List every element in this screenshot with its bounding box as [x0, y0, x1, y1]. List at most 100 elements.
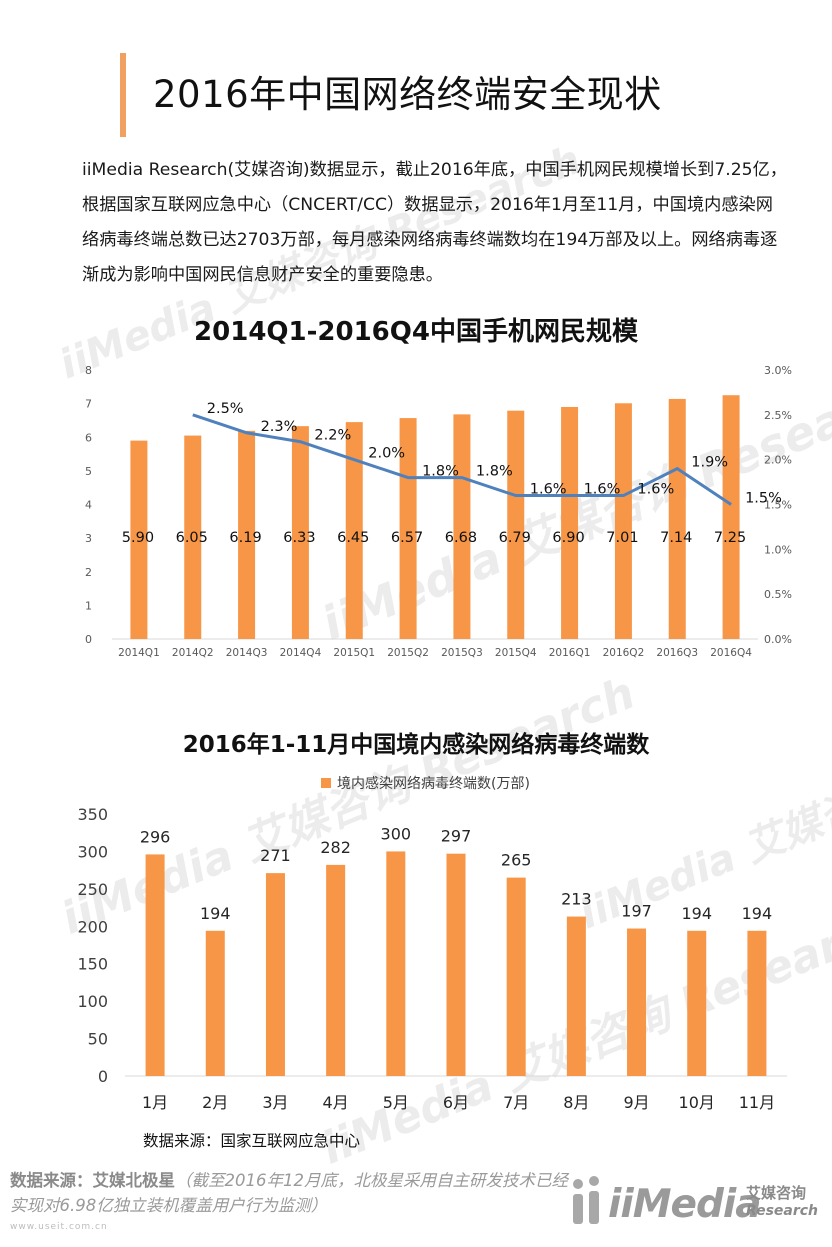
logo-mark-icon	[573, 1176, 599, 1224]
growth-value-label: 1.8%	[422, 464, 459, 480]
bar	[345, 422, 363, 639]
bar	[238, 430, 256, 639]
bar-value-label: 7.01	[606, 530, 638, 546]
x-tick-label: 2015Q1	[333, 647, 375, 659]
bar	[265, 873, 285, 1076]
y-tick-label: 150	[77, 955, 108, 974]
bar	[566, 916, 586, 1076]
page-title: 2016年中国网络终端安全现状	[153, 73, 662, 116]
source-note: 数据来源：国家互联网应急中心	[143, 1132, 361, 1150]
y-left-tick-label: 8	[85, 364, 92, 377]
bar	[614, 403, 632, 639]
x-tick-label: 4月	[323, 1093, 349, 1112]
title-accent-bar	[120, 53, 126, 137]
y-right-tick-label: 0.0%	[764, 633, 792, 646]
x-tick-label: 3月	[262, 1093, 288, 1112]
x-tick-label: 2014Q2	[172, 647, 214, 659]
y-right-tick-label: 0.5%	[764, 588, 792, 601]
footer-url: www.useit.com.cn	[10, 1222, 108, 1232]
y-tick-label: 300	[77, 842, 108, 861]
bar	[399, 418, 417, 639]
bar	[184, 435, 202, 639]
iimedia-logo: iiMedia 艾媒咨询 Research	[568, 1176, 818, 1228]
x-tick-label: 2016Q4	[710, 647, 752, 659]
bar	[747, 930, 767, 1076]
y-tick-label: 0	[98, 1067, 108, 1086]
bar-value-label: 7.14	[660, 530, 692, 546]
growth-value-label: 2.5%	[207, 401, 244, 417]
bar-value-label: 194	[681, 904, 712, 923]
bar-value-label: 213	[561, 890, 592, 909]
x-tick-label: 2015Q3	[441, 647, 483, 659]
legend-label: 境内感染网络病毒终端数(万部)	[337, 775, 530, 792]
y-right-tick-label: 2.0%	[764, 454, 792, 467]
x-tick-label: 9月	[623, 1093, 649, 1112]
y-left-tick-label: 1	[85, 599, 92, 612]
bar-value-label: 5.90	[122, 530, 154, 546]
bar-value-label: 271	[260, 846, 291, 865]
y-tick-label: 250	[77, 880, 108, 899]
bar-value-label: 265	[501, 851, 532, 870]
bar-value-label: 6.33	[283, 530, 315, 546]
x-tick-label: 2016Q3	[656, 647, 698, 659]
bar-value-label: 7.25	[714, 530, 746, 546]
bar	[507, 410, 525, 639]
y-left-tick-label: 7	[85, 398, 92, 411]
bar-value-label: 6.45	[337, 530, 369, 546]
y-left-tick-label: 4	[85, 499, 92, 512]
bar	[722, 395, 740, 639]
chart-netizen-scale: 0 1 2 3 4 5 6 7 8 0.0% 0.5% 1.0% 1.5% 2.0% 2.5% 3.0% 201…	[85, 364, 792, 659]
chart-infected-terminals: 境内感染网络病毒终端数(万部) 0 50 100 150 200 250 300 350 296 1…	[77, 775, 787, 1112]
x-tick-label: 2014Q1	[118, 647, 160, 659]
y-left-tick-label: 0	[85, 633, 92, 646]
bar	[145, 854, 165, 1076]
footer-label: 数据来源：艾媒北极星	[10, 1171, 175, 1190]
y-tick-label: 350	[77, 805, 108, 824]
x-tick-label: 2015Q2	[387, 647, 429, 659]
bar-value-label: 194	[742, 904, 773, 923]
bar-value-label: 282	[320, 838, 351, 857]
growth-value-label: 2.0%	[368, 446, 405, 462]
footer-note: （截至2016年12月底，北极星采用自主研发技术已经实现对6.98亿独立装机覆盖…	[10, 1171, 568, 1215]
y-tick-label: 50	[88, 1030, 108, 1049]
x-tick-label: 2014Q4	[280, 647, 322, 659]
x-tick-label: 7月	[503, 1093, 529, 1112]
legend-swatch	[321, 778, 331, 788]
x-tick-label: 8月	[563, 1093, 589, 1112]
x-tick-label: 10月	[679, 1093, 715, 1112]
growth-value-label: 1.6%	[530, 482, 567, 498]
x-tick-label: 2月	[202, 1093, 228, 1112]
bar	[668, 398, 686, 639]
x-tick-label: 6月	[443, 1093, 469, 1112]
bar	[326, 864, 346, 1076]
growth-value-label: 1.6%	[584, 482, 621, 498]
bar	[291, 426, 309, 639]
bar-value-label: 6.57	[391, 530, 423, 546]
bar-value-label: 6.90	[552, 530, 584, 546]
chart2-title: 2016年1-11月中国境内感染网络病毒终端数	[182, 732, 650, 758]
y-left-tick-label: 6	[85, 431, 92, 444]
y-right-tick-label: 1.5%	[764, 499, 792, 512]
y-right-tick-label: 1.0%	[764, 543, 792, 556]
y-left-tick-label: 5	[85, 465, 92, 478]
y-left-tick-label: 2	[85, 566, 92, 579]
y-left-tick-label: 3	[85, 532, 92, 545]
y-tick-label: 100	[77, 992, 108, 1011]
growth-line	[192, 413, 732, 506]
x-tick-label: 11月	[739, 1093, 775, 1112]
footer-source: 数据来源：艾媒北极星（截至2016年12月底，北极星采用自主研发技术已经实现对6…	[10, 1168, 570, 1218]
bar	[453, 414, 471, 639]
bar	[386, 851, 406, 1076]
bar-value-label: 6.19	[229, 530, 261, 546]
bar-value-label: 296	[140, 827, 171, 846]
bar	[205, 930, 225, 1076]
growth-value-label: 1.9%	[691, 455, 728, 471]
y-right-tick-label: 3.0%	[764, 364, 792, 377]
bar-value-label: 297	[441, 827, 472, 846]
x-tick-label: 1月	[142, 1093, 168, 1112]
logo-wordmark: iiMedia	[608, 1182, 762, 1227]
x-tick-label: 2016Q2	[603, 647, 645, 659]
growth-value-label: 1.8%	[476, 464, 513, 480]
growth-value-label: 1.5%	[745, 491, 782, 507]
bar	[561, 406, 579, 639]
